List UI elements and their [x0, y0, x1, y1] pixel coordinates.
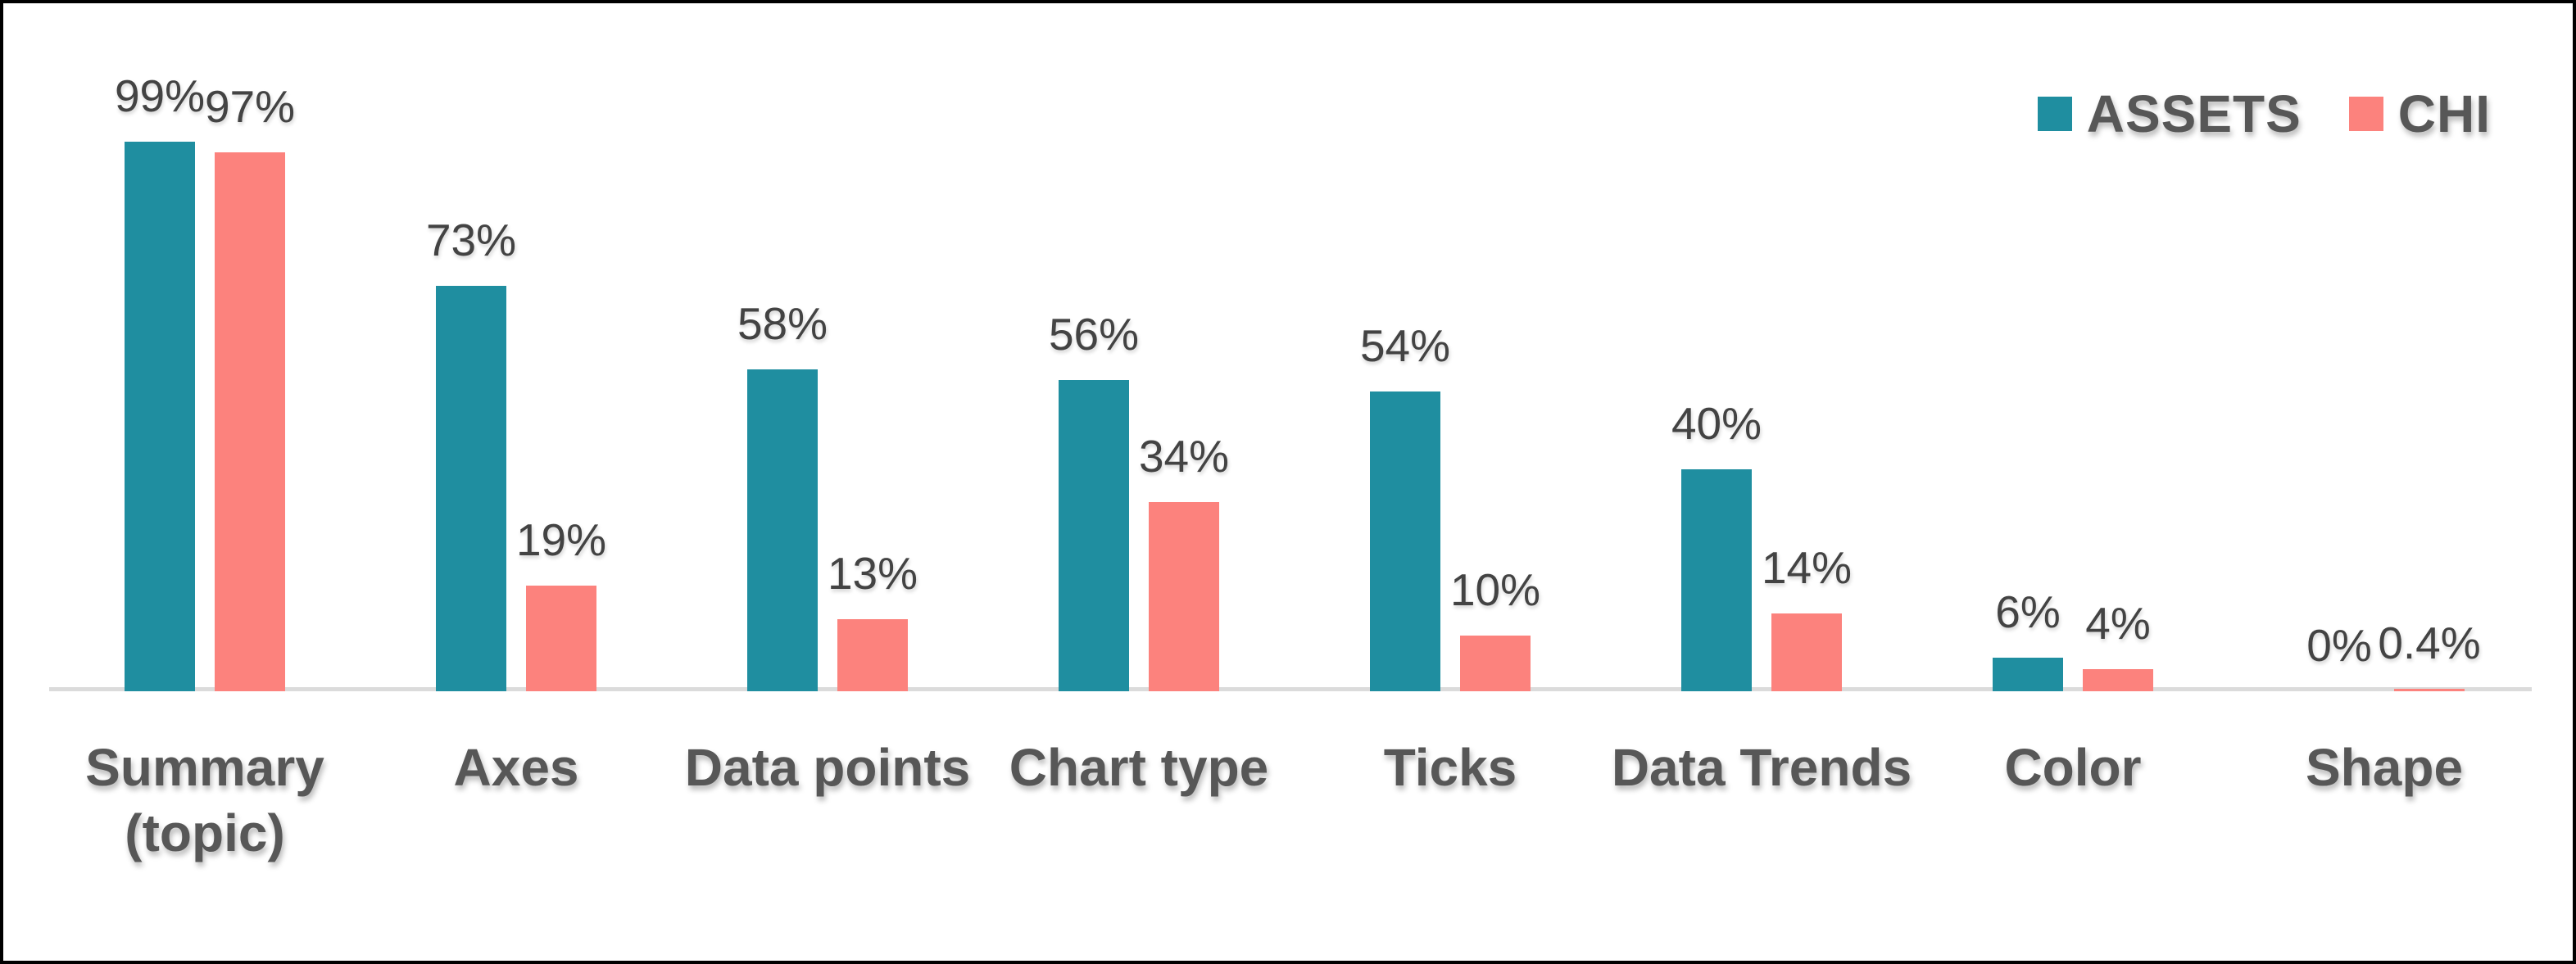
bar-chi-chart-type: [1149, 502, 1219, 691]
category-label-summary-topic: Summary (topic): [85, 738, 324, 862]
chart-legend: ASSETS CHI: [2037, 84, 2491, 144]
category-label-color: Color: [2004, 738, 2142, 797]
category-label-data-trends: Data Trends: [1611, 738, 1912, 797]
legend-label-assets: ASSETS: [2086, 84, 2302, 143]
bar-assets-ticks: [1370, 391, 1440, 691]
value-label-assets-color: 6%: [1995, 586, 2061, 638]
bar-assets-summary-topic: [125, 141, 195, 691]
legend-item-assets: ASSETS: [2037, 84, 2302, 144]
value-label-assets-axes: 73%: [425, 215, 517, 266]
value-label-chi-data-points: 13%: [827, 547, 918, 599]
bar-chi-axes: [526, 586, 596, 691]
value-label-assets-chart-type: 56%: [1048, 309, 1140, 360]
bar-assets-color: [1993, 658, 2063, 691]
bar-chi-color: [2083, 668, 2153, 691]
value-label-assets-data-trends: 40%: [1671, 397, 1762, 449]
legend-label-chi: CHI: [2397, 84, 2491, 143]
bar-chi-data-points: [837, 618, 908, 691]
bar-chi-ticks: [1460, 636, 1531, 691]
value-label-chi-summary-topic: 97%: [204, 81, 296, 133]
bar-chi-summary-topic: [215, 152, 285, 691]
value-label-chi-axes: 19%: [515, 514, 607, 566]
legend-item-chi: CHI: [2348, 84, 2491, 144]
bar-assets-axes: [436, 286, 506, 691]
value-label-assets-ticks: 54%: [1359, 319, 1451, 371]
bar-assets-data-trends: [1681, 468, 1752, 691]
value-label-chi-shape: 0.4%: [2378, 618, 2481, 669]
value-label-assets-data-points: 58%: [737, 297, 828, 349]
bar-chi-data-trends: [1771, 613, 1842, 691]
value-label-chi-data-trends: 14%: [1761, 542, 1853, 594]
category-label-chart-type: Chart type: [1009, 738, 1269, 797]
value-label-chi-color: 4%: [2085, 597, 2151, 649]
legend-swatch-chi-icon: [2348, 97, 2383, 131]
legend-swatch-assets-icon: [2037, 97, 2072, 131]
bar-assets-data-points: [747, 369, 818, 691]
category-label-axes: Axes: [453, 738, 579, 797]
x-axis-line: [49, 687, 2532, 691]
bar-assets-chart-type: [1059, 380, 1129, 691]
category-label-data-points: Data points: [684, 738, 971, 797]
bar-chart-plot: 99% 97% Summary (topic) 73% 19% Axes 58% 13% Dat…: [3, 3, 2573, 961]
value-label-assets-shape: 0%: [2306, 620, 2372, 671]
category-label-ticks: Ticks: [1383, 738, 1517, 797]
value-label-chi-ticks: 10%: [1449, 564, 1541, 616]
value-label-assets-summary-topic: 99%: [114, 70, 206, 121]
bar-chi-shape: [2394, 689, 2465, 691]
value-label-chi-chart-type: 34%: [1138, 431, 1230, 482]
category-label-shape: Shape: [2305, 738, 2464, 797]
